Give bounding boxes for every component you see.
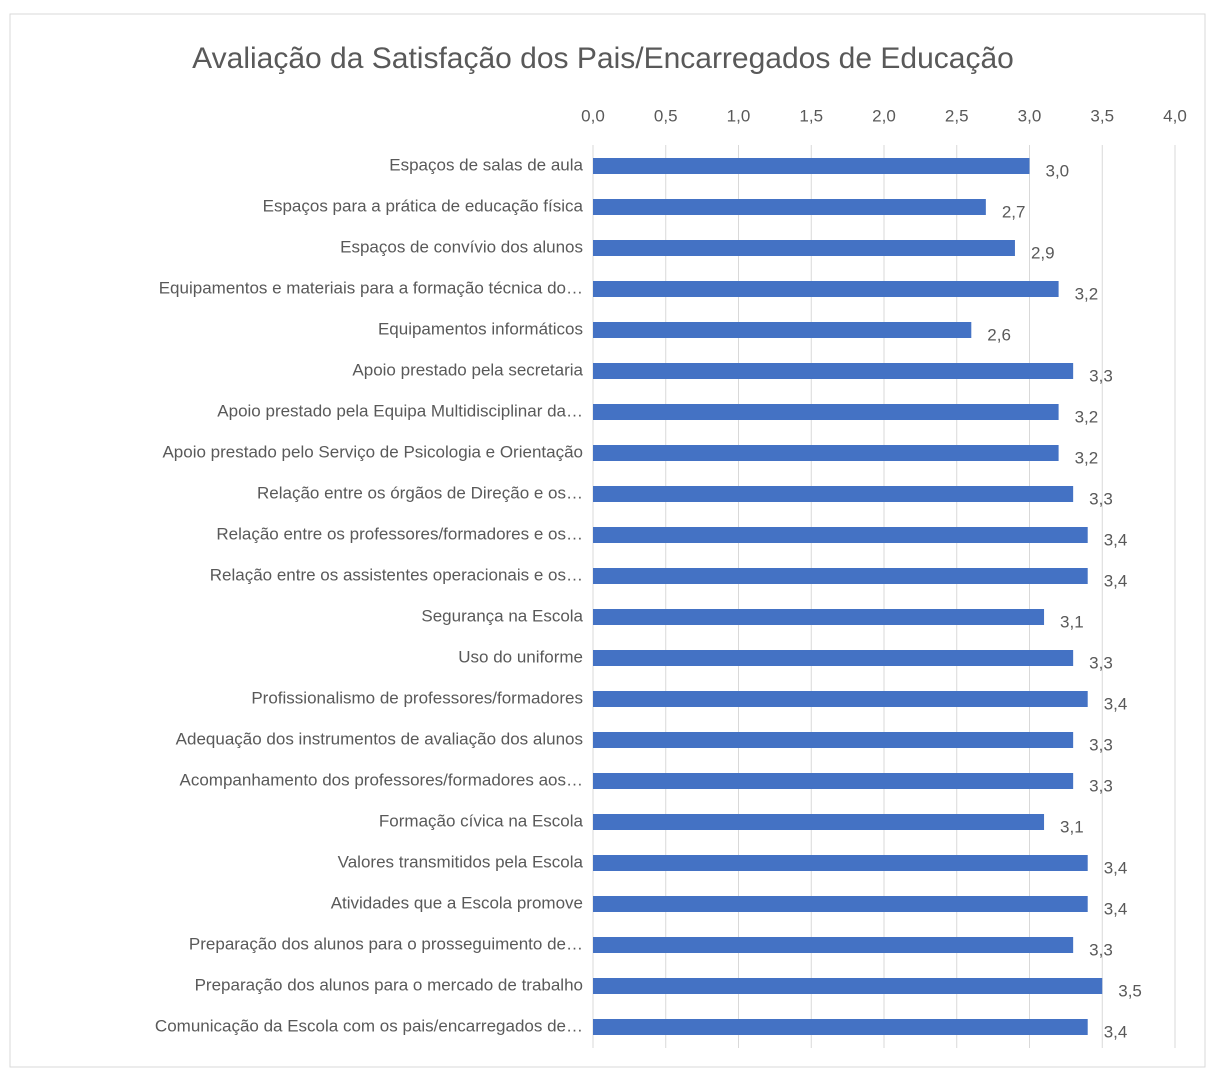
y-tick-label: Apoio prestado pela secretaria xyxy=(352,360,583,379)
bar xyxy=(593,896,1088,912)
bar xyxy=(593,609,1045,625)
x-tick-label: 3,5 xyxy=(1090,106,1114,125)
chart-title: Avaliação da Satisfação dos Pais/Encarre… xyxy=(192,42,1014,75)
y-tick-label: Preparação dos alunos para o prosseguime… xyxy=(189,934,583,953)
data-label: 3,3 xyxy=(1089,735,1113,754)
data-label: 3,5 xyxy=(1118,981,1142,1000)
data-label: 3,0 xyxy=(1046,161,1070,180)
bar xyxy=(593,568,1088,584)
y-tick-label: Apoio prestado pelo Serviço de Psicologi… xyxy=(162,442,583,461)
data-label: 3,4 xyxy=(1104,530,1128,549)
x-tick-label: 2,0 xyxy=(872,106,896,125)
y-tick-label: Equipamentos e materiais para a formação… xyxy=(159,278,583,297)
data-label: 2,9 xyxy=(1031,243,1055,262)
y-tick-label: Equipamentos informáticos xyxy=(378,319,583,338)
bar xyxy=(593,199,986,215)
y-tick-label: Relação entre os professores/formadores … xyxy=(216,524,583,543)
x-tick-label: 3,0 xyxy=(1018,106,1042,125)
data-label: 3,2 xyxy=(1075,407,1099,426)
y-tick-label: Relação entre os órgãos de Direção e os… xyxy=(257,483,583,502)
bar xyxy=(593,527,1088,543)
x-tick-label: 4,0 xyxy=(1163,106,1187,125)
y-tick-label: Espaços para a prática de educação físic… xyxy=(263,196,584,215)
x-tick-label: 0,0 xyxy=(581,106,605,125)
y-tick-label: Espaços de salas de aula xyxy=(389,155,583,174)
y-tick-label: Apoio prestado pela Equipa Multidiscipli… xyxy=(217,401,583,420)
data-label: 3,4 xyxy=(1104,571,1128,590)
bar xyxy=(593,281,1059,297)
data-label: 3,4 xyxy=(1104,899,1128,918)
y-tick-label: Comunicação da Escola com os pais/encarr… xyxy=(155,1016,583,1035)
bar xyxy=(593,445,1059,461)
data-label: 3,3 xyxy=(1089,940,1113,959)
data-label: 3,4 xyxy=(1104,694,1128,713)
y-tick-label: Valores transmitidos pela Escola xyxy=(338,852,584,871)
y-tick-label: Profissionalismo de professores/formador… xyxy=(251,688,583,707)
y-tick-label: Preparação dos alunos para o mercado de … xyxy=(195,975,583,994)
bar xyxy=(593,773,1074,789)
bar xyxy=(593,240,1015,256)
data-label: 3,3 xyxy=(1089,489,1113,508)
bar xyxy=(593,732,1074,748)
bar xyxy=(593,404,1059,420)
y-tick-label: Adequação dos instrumentos de avaliação … xyxy=(176,729,583,748)
x-tick-label: 2,5 xyxy=(945,106,969,125)
data-label: 2,7 xyxy=(1002,202,1026,221)
bar xyxy=(593,363,1074,379)
data-label: 2,6 xyxy=(987,325,1011,344)
data-label: 3,3 xyxy=(1089,366,1113,385)
y-tick-label: Espaços de convívio dos alunos xyxy=(340,237,583,256)
bar xyxy=(593,322,972,338)
y-tick-label: Uso do uniforme xyxy=(458,647,583,666)
x-tick-label: 0,5 xyxy=(654,106,678,125)
x-tick-label: 1,0 xyxy=(727,106,751,125)
y-tick-label: Segurança na Escola xyxy=(421,606,583,625)
x-tick-label: 1,5 xyxy=(799,106,823,125)
bar xyxy=(593,1019,1088,1035)
data-label: 3,3 xyxy=(1089,653,1113,672)
data-label: 3,2 xyxy=(1075,284,1099,303)
bar xyxy=(593,486,1074,502)
bar xyxy=(593,978,1103,994)
data-label: 3,4 xyxy=(1104,1022,1128,1041)
y-tick-label: Atividades que a Escola promove xyxy=(331,893,583,912)
data-label: 3,4 xyxy=(1104,858,1128,877)
bar xyxy=(593,650,1074,666)
bar xyxy=(593,814,1045,830)
data-label: 3,3 xyxy=(1089,776,1113,795)
data-label: 3,1 xyxy=(1060,817,1084,836)
y-tick-label: Formação cívica na Escola xyxy=(379,811,584,830)
bar xyxy=(593,855,1088,871)
bar xyxy=(593,158,1030,174)
data-label: 3,2 xyxy=(1075,448,1099,467)
bar xyxy=(593,937,1074,953)
bar xyxy=(593,691,1088,707)
y-tick-label: Acompanhamento dos professores/formadore… xyxy=(180,770,583,789)
data-label: 3,1 xyxy=(1060,612,1084,631)
y-tick-label: Relação entre os assistentes operacionai… xyxy=(210,565,583,584)
